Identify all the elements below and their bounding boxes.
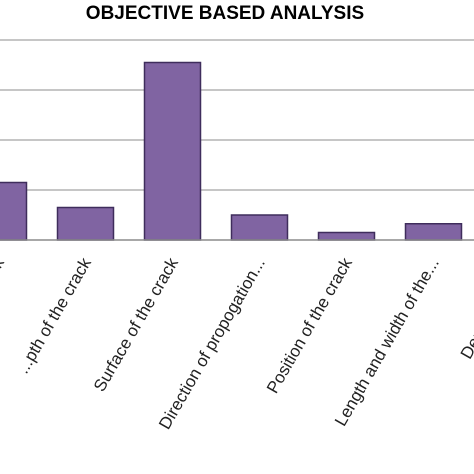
category-label: Depth and wi...: [457, 255, 474, 363]
bar: [230, 214, 289, 241]
category-label: Surface of the crack: [90, 254, 182, 395]
category-label: Direction of propogation...: [155, 255, 269, 433]
bars: [0, 61, 463, 241]
category-label: ...pth of the crack: [13, 254, 95, 377]
gridlines: [0, 39, 474, 191]
bar: [0, 181, 28, 241]
bar: [317, 231, 376, 241]
category-label: Length and width of the...: [331, 255, 443, 430]
bar: [143, 61, 202, 241]
bar: [56, 206, 115, 241]
category-label: ...ck: [0, 254, 8, 291]
bar: [404, 223, 463, 241]
category-label: Position of the crack: [263, 254, 356, 396]
chart-title: OBJECTIVE BASED ANALYSIS: [86, 3, 364, 24]
